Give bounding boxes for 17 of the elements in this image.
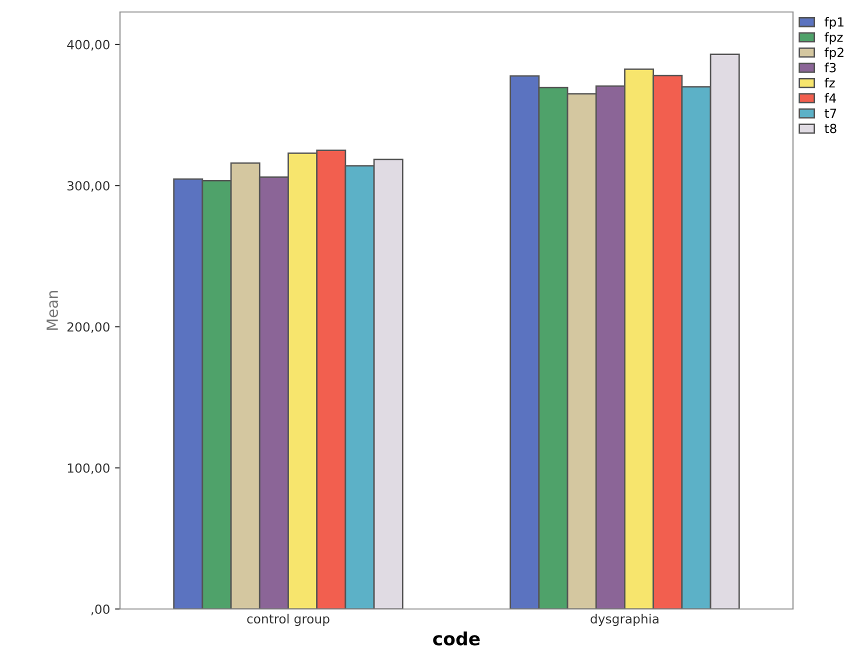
legend-label: fp2 <box>824 47 844 60</box>
x-axis-title: code <box>433 632 480 646</box>
legend-label: fp1 <box>824 17 844 30</box>
legend-label: fpz <box>824 32 843 44</box>
legend-label: f3 <box>824 62 836 72</box>
x-tick-label: control group <box>247 614 330 626</box>
legend-label: f4 <box>824 93 836 103</box>
legend-label: fz <box>824 78 835 88</box>
legend-label: t8 <box>824 124 836 134</box>
y-tick-label: 200,00 <box>67 322 110 333</box>
y-tick-label: ,00 <box>91 604 110 616</box>
y-tick-label: 100,00 <box>68 463 110 474</box>
y-tick-label: 300,00 <box>67 181 110 192</box>
x-tick-label: dysgraphia <box>590 614 658 626</box>
y-axis-title: Mean <box>46 290 58 330</box>
legend-label: t7 <box>824 108 836 118</box>
y-tick-label: 400,00 <box>67 40 110 51</box>
